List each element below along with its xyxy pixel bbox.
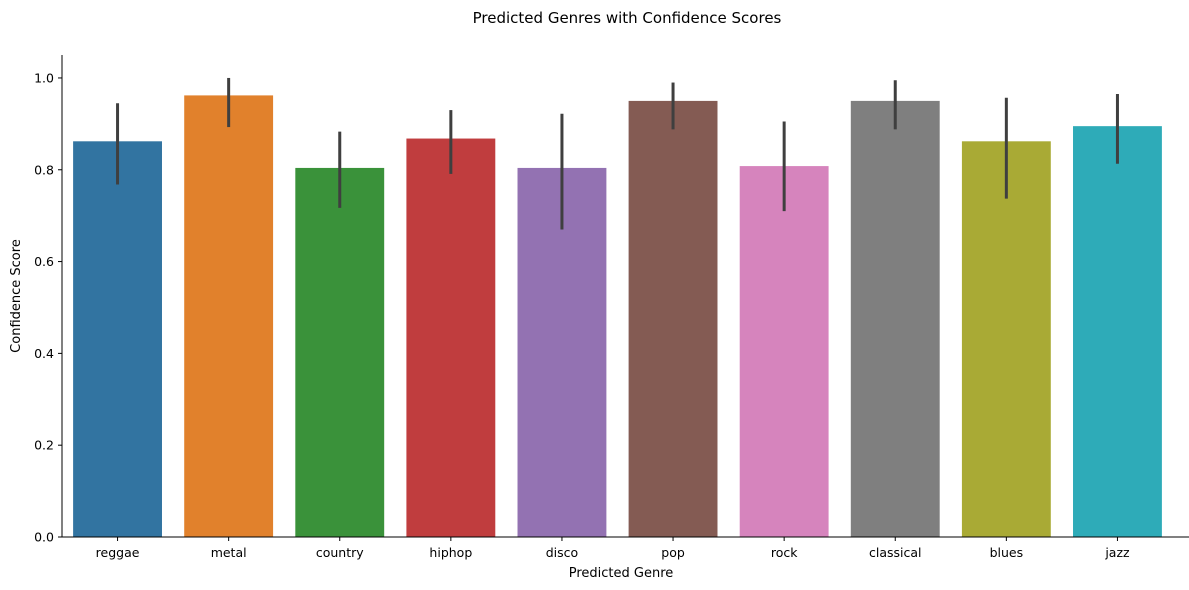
x-tick-label: rock — [771, 545, 798, 560]
error-bars-group — [116, 77, 1119, 230]
y-tick-label: 1.0 — [34, 70, 54, 85]
bar-rock — [739, 166, 829, 537]
bar-reggae — [73, 141, 162, 537]
bar-jazz — [1073, 126, 1162, 538]
bar-pop — [628, 100, 718, 538]
x-axis-title: Predicted Genre — [569, 566, 674, 581]
x-tick-label: hiphop — [429, 545, 472, 560]
y-axis-title: Confidence Score — [9, 239, 24, 353]
bar-country — [295, 167, 385, 537]
bar-blues — [961, 141, 1051, 537]
x-tick-label: classical — [869, 545, 922, 560]
y-tick-label: 0.2 — [34, 438, 54, 453]
axes-group — [61, 55, 1189, 538]
x-tick-label: pop — [661, 545, 685, 560]
x-tick-label: jazz — [1104, 545, 1130, 560]
y-tick-label: 0.6 — [34, 254, 54, 269]
y-tick-label: 0.8 — [34, 162, 54, 177]
y-ticks-group: 0.0 0.2 0.4 0.6 0.8 1.0 — [34, 70, 62, 545]
x-ticks-group: reggae metal country hiphop disco pop rock clas… — [96, 537, 1130, 560]
y-tick-label: 0.0 — [34, 530, 54, 545]
x-tick-label: disco — [546, 545, 578, 560]
bars-group — [73, 95, 1162, 538]
bar-metal — [184, 95, 274, 538]
bar-hiphop — [406, 138, 496, 537]
x-tick-label: reggae — [96, 545, 140, 560]
x-tick-label: country — [316, 545, 364, 560]
y-tick-label: 0.4 — [34, 346, 54, 361]
x-tick-label: metal — [211, 545, 247, 560]
x-tick-label: blues — [990, 545, 1024, 560]
chart-title: Predicted Genres with Confidence Scores — [473, 9, 782, 27]
bar-classical — [850, 100, 940, 538]
